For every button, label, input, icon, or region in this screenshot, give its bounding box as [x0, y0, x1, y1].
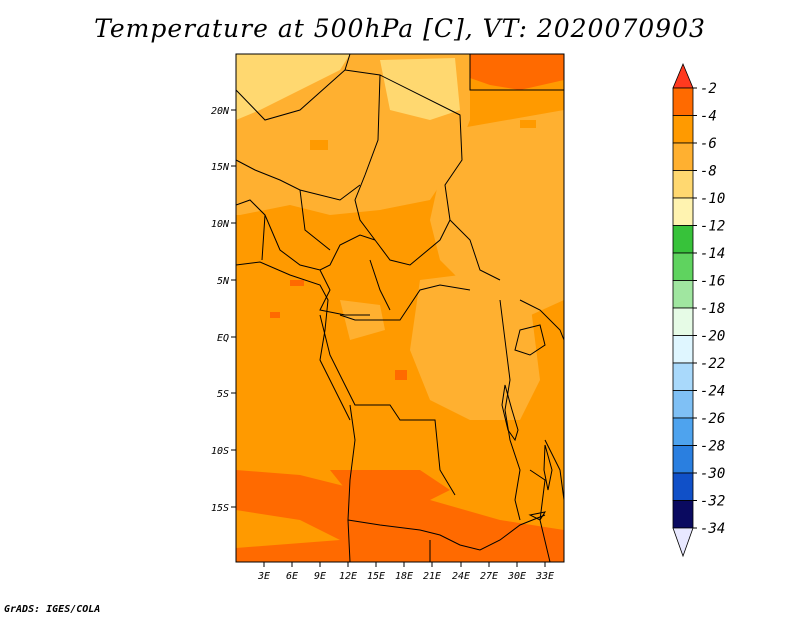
colorbar-swatch [672, 362, 694, 391]
colorbar-swatch [672, 500, 694, 529]
colorbar-label: -28 [700, 439, 725, 455]
grads-credit: GrADS: IGES/COLA [4, 604, 101, 615]
lat-label: 10S [211, 446, 229, 457]
map-title: Temperature at 500hPa [C], VT: 202007090… [94, 14, 706, 43]
colorbar-label: -22 [700, 356, 725, 372]
lon-label: 21E [423, 571, 441, 582]
colorbar-label: -18 [700, 301, 725, 317]
colorbar-swatch [672, 417, 694, 446]
colorbar-label: -34 [700, 521, 725, 537]
longitude-axis: 3E 6E 9E 12E 15E 18E 21E 24E 27E 30E 33E [257, 562, 554, 582]
lon-label: 6E [286, 571, 298, 582]
lon-label: 9E [314, 571, 326, 582]
colorbar-label: -20 [700, 329, 725, 345]
colorbar-swatch [672, 252, 694, 281]
colorbar-labels: -2 -4 -6 -8 -10 -12 -14 -16 -18 -20 -22 … [693, 81, 725, 537]
colorbar-swatch [672, 170, 694, 199]
colorbar-swatch [672, 142, 694, 171]
lon-label: 18E [395, 571, 413, 582]
temperature-field [236, 54, 564, 562]
colorbar-label: -14 [700, 246, 725, 262]
lat-label: 20N [211, 106, 230, 117]
colorbar-swatch [672, 197, 694, 226]
lon-label: 3E [257, 571, 270, 582]
colorbar [672, 62, 694, 558]
map-frame [235, 53, 565, 563]
colorbar-label: -6 [700, 136, 717, 152]
lon-label: 12E [339, 571, 357, 582]
colorbar-label: -12 [700, 219, 725, 235]
colorbar-swatch [672, 307, 694, 336]
colorbar-swatch [672, 390, 694, 419]
colorbar-label: -30 [700, 466, 725, 482]
lat-label: EQ [217, 333, 229, 344]
colorbar-label: -26 [700, 411, 725, 427]
latitude-axis: 20N 15N 10N 5N EQ 5S 10S 15S [211, 106, 236, 514]
colorbar-swatch [672, 335, 694, 364]
lat-label: 5N [217, 276, 230, 287]
lon-label: 15E [367, 571, 385, 582]
colorbar-label: -32 [700, 494, 725, 510]
colorbar-label: -24 [700, 384, 725, 400]
colorbar-top-arrow [672, 62, 694, 89]
colorbar-label: -16 [700, 274, 725, 290]
colorbar-swatch [672, 280, 694, 309]
lat-label: 10N [211, 219, 230, 230]
lon-label: 33E [535, 571, 554, 582]
lat-label: 15S [211, 503, 229, 514]
lon-label: 27E [480, 571, 498, 582]
lat-label: 5S [217, 389, 229, 400]
lat-label: 15N [211, 162, 230, 173]
country-borders [236, 54, 564, 562]
colorbar-swatch [672, 115, 694, 144]
lon-label: 24E [452, 571, 470, 582]
colorbar-swatch [672, 445, 694, 474]
colorbar-label: -4 [700, 109, 717, 125]
colorbar-swatch [672, 225, 694, 254]
lon-label: 30E [507, 571, 526, 582]
colorbar-bottom-arrow [672, 527, 694, 558]
colorbar-swatch [672, 87, 694, 116]
colorbar-label: -2 [700, 81, 717, 97]
colorbar-label: -10 [700, 191, 725, 207]
colorbar-swatch [672, 472, 694, 501]
colorbar-label: -8 [700, 164, 717, 180]
